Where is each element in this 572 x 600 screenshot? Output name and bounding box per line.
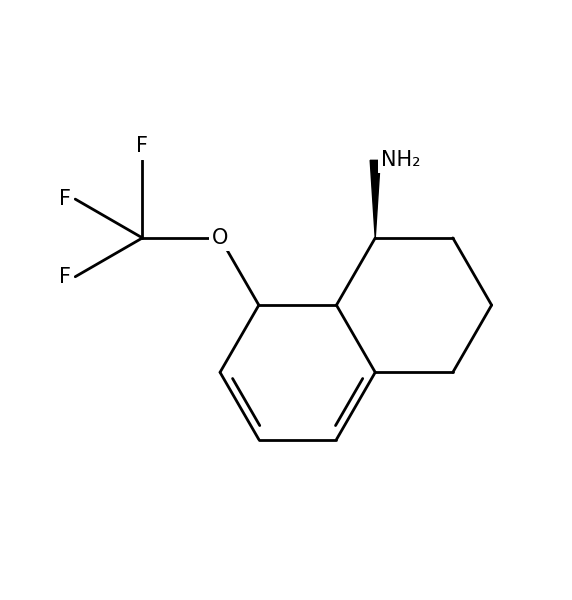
Polygon shape — [370, 160, 380, 238]
Text: F: F — [59, 189, 72, 209]
Text: F: F — [59, 267, 72, 287]
Text: F: F — [137, 136, 149, 157]
Text: O: O — [212, 228, 228, 248]
Text: NH₂: NH₂ — [382, 151, 421, 170]
